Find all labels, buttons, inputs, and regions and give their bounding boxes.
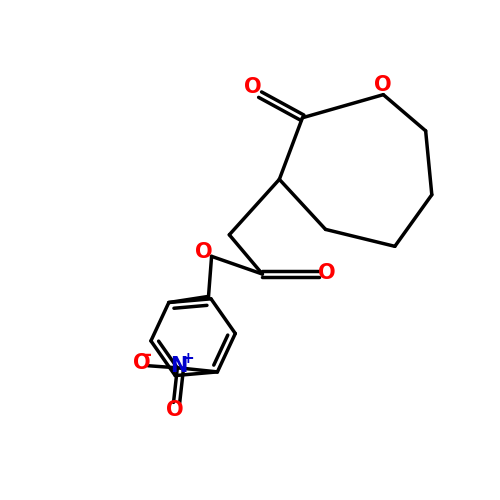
Text: N: N: [170, 356, 188, 376]
Text: O: O: [166, 400, 184, 420]
Text: O: O: [133, 354, 151, 374]
Text: O: O: [244, 77, 261, 97]
Text: O: O: [318, 262, 336, 282]
Text: O: O: [195, 242, 212, 262]
Text: O: O: [374, 76, 392, 96]
Text: +: +: [181, 350, 194, 366]
Text: -: -: [144, 346, 151, 364]
